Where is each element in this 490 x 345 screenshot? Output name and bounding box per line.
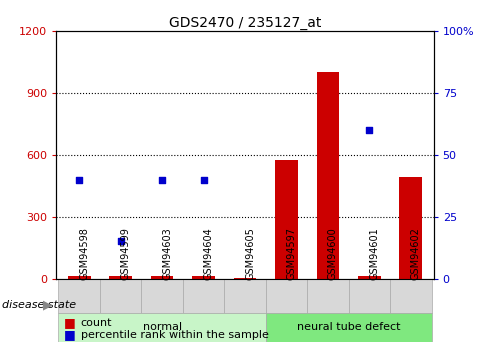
Text: GSM94600: GSM94600 — [328, 227, 338, 280]
Bar — [183, 278, 224, 313]
Bar — [151, 276, 173, 278]
Text: count: count — [81, 318, 112, 327]
Text: GSM94604: GSM94604 — [203, 227, 214, 280]
Text: ■: ■ — [64, 328, 75, 341]
Text: ■: ■ — [64, 316, 75, 329]
Point — [199, 177, 207, 182]
Text: GSM94605: GSM94605 — [245, 227, 255, 280]
Text: GSM94599: GSM94599 — [121, 227, 131, 280]
Bar — [307, 278, 349, 313]
Title: GDS2470 / 235127_at: GDS2470 / 235127_at — [169, 16, 321, 30]
Text: normal: normal — [143, 322, 182, 332]
Bar — [58, 278, 100, 313]
Text: percentile rank within the sample: percentile rank within the sample — [81, 330, 269, 339]
Text: GSM94601: GSM94601 — [369, 227, 379, 280]
Point — [158, 177, 166, 182]
Bar — [58, 313, 266, 342]
Text: disease state: disease state — [2, 300, 76, 310]
Bar — [358, 276, 381, 278]
Bar — [317, 72, 339, 278]
Text: neural tube defect: neural tube defect — [297, 322, 400, 332]
Text: GSM94603: GSM94603 — [162, 227, 172, 280]
Bar — [100, 278, 141, 313]
Bar — [275, 160, 298, 278]
Bar — [192, 276, 215, 278]
Bar — [390, 278, 432, 313]
Bar — [109, 276, 132, 278]
Point — [75, 177, 83, 182]
Text: GSM94602: GSM94602 — [411, 227, 421, 280]
Bar — [349, 278, 390, 313]
Text: ▶: ▶ — [43, 299, 53, 312]
Point — [366, 127, 373, 133]
Bar — [68, 276, 91, 278]
Point — [117, 239, 124, 244]
Bar — [266, 278, 307, 313]
Text: GSM94598: GSM94598 — [79, 227, 89, 280]
Bar — [266, 313, 432, 342]
Text: GSM94597: GSM94597 — [287, 227, 296, 280]
Bar — [234, 277, 256, 278]
Bar — [141, 278, 183, 313]
Bar — [399, 177, 422, 278]
Bar — [224, 278, 266, 313]
